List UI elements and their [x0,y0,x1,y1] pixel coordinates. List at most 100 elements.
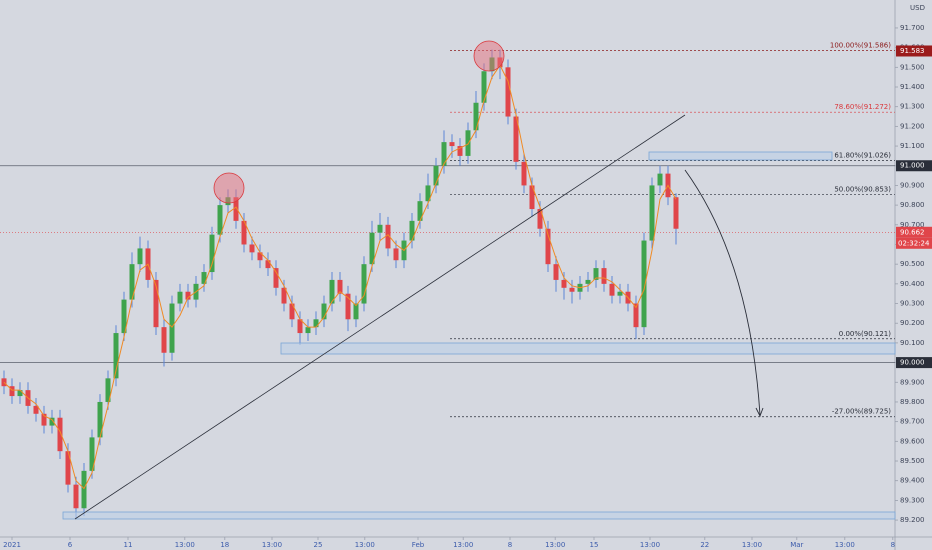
candle-body [633,303,639,328]
y-tick-label: 89.300 [900,496,925,504]
x-tick-label: 13:00 [175,541,195,549]
price-marker-label: 90.000 [900,359,925,367]
candle-body [505,67,511,117]
arrow-head [755,407,764,418]
candle-body [73,484,79,509]
candle-body [33,405,39,414]
x-tick-label: 8 [891,541,895,549]
fib-label: 100.00%(91.586) [830,41,891,49]
x-tick-label: Feb [412,541,425,549]
candle-body [649,185,655,241]
candle-body [457,146,463,156]
candle-body [273,268,279,288]
price-marker-label: 90.662 [900,228,925,236]
fib-label: -27.00%(89.725) [832,408,891,416]
price-marker-label: 91.000 [900,162,925,170]
candle-body [481,71,487,103]
y-tick-label: 90.200 [900,319,925,327]
price-marker [896,160,932,172]
x-tick-label: 13:00 [640,541,660,549]
candle-body [313,319,319,328]
candle-body [217,205,223,235]
y-tick-label: 90.500 [900,260,925,268]
candle-body [321,303,327,320]
candle-body [593,268,599,280]
candle-body [169,303,175,353]
y-tick-label: 90.300 [900,300,925,308]
candle-body [409,220,415,241]
y-tick-label: 89.700 [900,418,925,426]
candle-body [385,224,391,249]
candle-body [265,260,271,269]
fib-label: 0.00%(90.121) [839,330,891,338]
y-tick-label: 89.200 [900,516,925,524]
candle-body [529,185,535,210]
y-tick-label: 90.900 [900,181,925,189]
y-tick-label: 91.400 [900,83,925,91]
price-marker [896,45,932,57]
candle-body [129,264,135,300]
y-tick-label: 91.200 [900,122,925,130]
y-tick-label: 89.900 [900,378,925,386]
zone [62,511,896,520]
candle-body [57,417,63,452]
y-tick-label: 90.700 [900,221,925,229]
candle-body [305,327,311,334]
arrow [684,169,761,416]
y-tick-label: 89.600 [900,437,925,445]
y-tick-label: 90.400 [900,280,925,288]
candle-body [137,248,143,265]
candle-body [161,327,167,353]
x-tick-label: 2021 [3,541,21,549]
candle-body [353,303,359,320]
candle-body [281,287,287,304]
x-tick-label: 13:00 [835,541,855,549]
x-tick-label: 11 [124,541,133,549]
drawings [62,114,896,520]
candle-body [361,264,367,304]
candle-body [177,291,183,304]
candle-body [89,437,95,471]
y-tick-label: 91.300 [900,103,925,111]
highlight-circle [213,172,245,204]
candle-body [425,185,431,202]
candle-body [185,291,191,300]
candle-body [449,142,455,147]
candle-body [513,116,519,162]
candle-body [337,279,343,294]
candle-body [433,165,439,186]
y-tick-label: 91.500 [900,63,925,71]
candle-body [41,413,47,426]
candle-body [377,224,383,233]
candle-body [537,209,543,229]
x-tick-label: 15 [590,541,599,549]
candle-body [97,401,103,438]
candle-body [673,197,679,229]
zone [648,151,833,161]
moving-average [3,64,677,490]
price-marker-label: 91.583 [900,47,925,55]
candle-body [369,232,375,265]
candle-body [153,279,159,328]
zone [280,342,896,355]
candle-body [345,293,351,320]
candle-body [617,291,623,296]
y-tick-label: 90.800 [900,201,925,209]
candle-body [9,386,15,397]
price-marker [896,226,932,238]
candle-body [49,417,55,426]
candle-body [561,279,567,288]
candle-body [289,303,295,320]
candle-body [1,378,7,387]
candle-body [241,220,247,245]
candle-body [657,173,663,186]
y-tick-label: 89.500 [900,457,925,465]
candle-body [569,287,575,292]
candle-body [601,268,607,284]
x-tick-label: 6 [68,541,73,549]
candle-body [553,264,559,280]
candle-body [113,333,119,379]
candle-body [297,319,303,334]
x-tick-label: 13:00 [742,541,762,549]
